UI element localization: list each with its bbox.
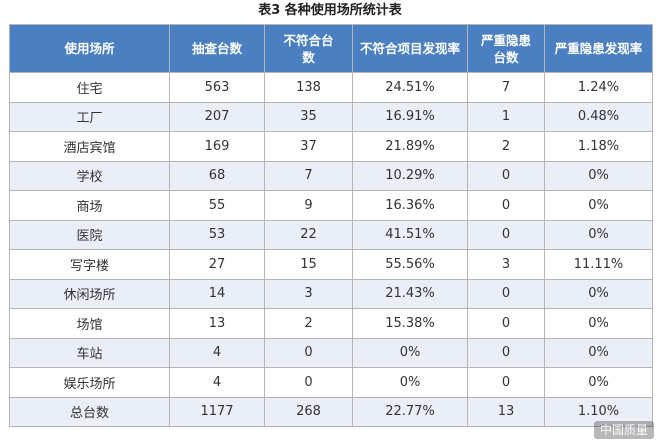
table-total-row: 总台数 1177 268 22.77% 13 1.10% (9, 396, 653, 427)
cell-nonconforming-count: 7 (264, 160, 353, 191)
cell-nonconforming-rate: 21.89% (352, 131, 468, 162)
cell-inspected-count: 55 (169, 190, 265, 221)
cell-venue: 娱乐场所 (9, 367, 170, 398)
cell-serious-hazard-rate: 1.24% (544, 72, 653, 103)
cell-serious-hazard-rate: 0% (544, 308, 653, 339)
table-row: 医院 53 22 41.51% 0 0% (9, 219, 653, 250)
table-row: 酒店宾馆 169 37 21.89% 2 1.18% (9, 131, 653, 162)
cell-nonconforming-count: 0 (264, 367, 353, 398)
cell-serious-hazard-count: 7 (467, 72, 545, 103)
header-serious-hazard-rate: 严重隐患发现率 (544, 24, 653, 73)
table-header-row: 使用场所 抽查台数 不符合台数 不符合项目发现率 严重隐患台数 严重隐患发现率 (9, 24, 653, 73)
statistics-table: 使用场所 抽查台数 不符合台数 不符合项目发现率 严重隐患台数 严重隐患发现率 … (9, 24, 653, 427)
cell-serious-hazard-count: 0 (467, 367, 545, 398)
cell-serious-hazard-count: 3 (467, 249, 545, 280)
cell-nonconforming-rate: 16.36% (352, 190, 468, 221)
table-caption: 表3 各种使用场所统计表 (258, 3, 402, 18)
cell-serious-hazard-rate: 0% (544, 337, 653, 368)
cell-serious-hazard-rate: 0% (544, 278, 653, 309)
cell-venue: 写字楼 (9, 249, 170, 280)
cell-inspected-count: 27 (169, 249, 265, 280)
cell-venue: 车站 (9, 337, 170, 368)
cell-nonconforming-count: 22 (264, 219, 353, 250)
cell-serious-hazard-count: 0 (467, 219, 545, 250)
cell-serious-hazard-count: 0 (467, 308, 545, 339)
cell-serious-hazard-rate: 0% (544, 190, 653, 221)
cell-inspected-count: 68 (169, 160, 265, 191)
cell-venue: 学校 (9, 160, 170, 191)
header-inspected-count: 抽查台数 (169, 24, 265, 73)
table-row: 商场 55 9 16.36% 0 0% (9, 190, 653, 221)
cell-inspected-count: 14 (169, 278, 265, 309)
cell-nonconforming-rate: 15.38% (352, 308, 468, 339)
cell-serious-hazard-rate: 11.11% (544, 249, 653, 280)
cell-nonconforming-rate: 41.51% (352, 219, 468, 250)
header-venue: 使用场所 (9, 24, 170, 73)
cell-serious-hazard-rate: 0% (544, 219, 653, 250)
cell-nonconforming-count: 3 (264, 278, 353, 309)
header-nonconforming-rate: 不符合项目发现率 (352, 24, 468, 73)
cell-serious-hazard-count: 13 (467, 396, 545, 427)
cell-serious-hazard-count: 0 (467, 190, 545, 221)
table-row: 休闲场所 14 3 21.43% 0 0% (9, 278, 653, 309)
cell-nonconforming-count: 9 (264, 190, 353, 221)
cell-serious-hazard-rate: 0% (544, 367, 653, 398)
cell-nonconforming-count: 35 (264, 101, 353, 132)
cell-serious-hazard-count: 0 (467, 160, 545, 191)
cell-nonconforming-count: 0 (264, 337, 353, 368)
cell-nonconforming-rate: 22.77% (352, 396, 468, 427)
table-body: 住宅 563 138 24.51% 7 1.24% 工厂 207 35 16.91% 1 0.48% 酒… (9, 72, 653, 427)
cell-serious-hazard-rate: 1.10% (544, 396, 653, 427)
table-row: 场馆 13 2 15.38% 0 0% (9, 308, 653, 339)
cell-inspected-count: 4 (169, 367, 265, 398)
cell-inspected-count: 53 (169, 219, 265, 250)
cell-serious-hazard-count: 0 (467, 278, 545, 309)
header-nonconforming-count: 不符合台数 (264, 24, 353, 73)
cell-nonconforming-rate: 24.51% (352, 72, 468, 103)
cell-serious-hazard-count: 0 (467, 337, 545, 368)
table-row: 学校 68 7 10.29% 0 0% (9, 160, 653, 191)
cell-venue: 场馆 (9, 308, 170, 339)
cell-inspected-count: 207 (169, 101, 265, 132)
cell-nonconforming-rate: 10.29% (352, 160, 468, 191)
cell-inspected-count: 1177 (169, 396, 265, 427)
cell-nonconforming-count: 15 (264, 249, 353, 280)
cell-nonconforming-rate: 21.43% (352, 278, 468, 309)
cell-inspected-count: 563 (169, 72, 265, 103)
cell-venue: 住宅 (9, 72, 170, 103)
table-row: 娱乐场所 4 0 0% 0 0% (9, 367, 653, 398)
cell-serious-hazard-count: 1 (467, 101, 545, 132)
cell-serious-hazard-rate: 0.48% (544, 101, 653, 132)
cell-inspected-count: 13 (169, 308, 265, 339)
cell-inspected-count: 4 (169, 337, 265, 368)
cell-nonconforming-rate: 0% (352, 367, 468, 398)
table-row: 工厂 207 35 16.91% 1 0.48% (9, 101, 653, 132)
cell-venue: 总台数 (9, 396, 170, 427)
cell-nonconforming-count: 37 (264, 131, 353, 162)
cell-venue: 医院 (9, 219, 170, 250)
table-row: 写字楼 27 15 55.56% 3 11.11% (9, 249, 653, 280)
cell-venue: 休闲场所 (9, 278, 170, 309)
cell-venue: 商场 (9, 190, 170, 221)
cell-nonconforming-rate: 16.91% (352, 101, 468, 132)
cell-inspected-count: 169 (169, 131, 265, 162)
cell-nonconforming-count: 138 (264, 72, 353, 103)
cell-serious-hazard-count: 2 (467, 131, 545, 162)
watermark: 中国质量 (593, 421, 654, 439)
cell-nonconforming-count: 268 (264, 396, 353, 427)
cell-serious-hazard-rate: 1.18% (544, 131, 653, 162)
cell-venue: 酒店宾馆 (9, 131, 170, 162)
cell-nonconforming-count: 2 (264, 308, 353, 339)
table-row: 车站 4 0 0% 0 0% (9, 337, 653, 368)
cell-nonconforming-rate: 0% (352, 337, 468, 368)
cell-serious-hazard-rate: 0% (544, 160, 653, 191)
cell-venue: 工厂 (9, 101, 170, 132)
table-row: 住宅 563 138 24.51% 7 1.24% (9, 72, 653, 103)
cell-nonconforming-rate: 55.56% (352, 249, 468, 280)
header-serious-hazard-count: 严重隐患台数 (467, 24, 545, 73)
